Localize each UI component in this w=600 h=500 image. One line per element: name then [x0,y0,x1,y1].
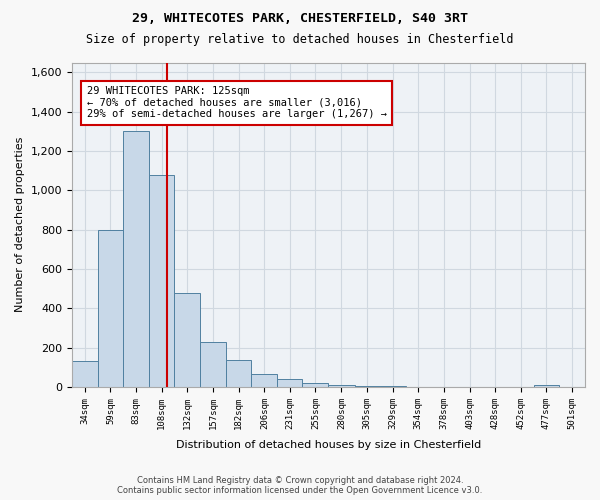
Bar [302,382,328,387]
Text: Contains HM Land Registry data © Crown copyright and database right 2024.
Contai: Contains HM Land Registry data © Crown c… [118,476,482,495]
Bar [277,380,302,387]
Bar [72,362,98,387]
Bar [380,386,406,387]
Bar [355,386,380,387]
Text: Size of property relative to detached houses in Chesterfield: Size of property relative to detached ho… [86,32,514,46]
Bar [328,385,355,387]
Bar [251,374,277,387]
Text: 29, WHITECOTES PARK, CHESTERFIELD, S40 3RT: 29, WHITECOTES PARK, CHESTERFIELD, S40 3… [132,12,468,26]
Bar [226,360,251,387]
X-axis label: Distribution of detached houses by size in Chesterfield: Distribution of detached houses by size … [176,440,481,450]
Y-axis label: Number of detached properties: Number of detached properties [15,137,25,312]
Bar [200,342,226,387]
Bar [149,174,174,387]
Bar [123,132,149,387]
Bar [174,292,200,387]
Text: 29 WHITECOTES PARK: 125sqm
← 70% of detached houses are smaller (3,016)
29% of s: 29 WHITECOTES PARK: 125sqm ← 70% of deta… [86,86,386,120]
Bar [534,385,559,387]
Bar [98,230,123,387]
